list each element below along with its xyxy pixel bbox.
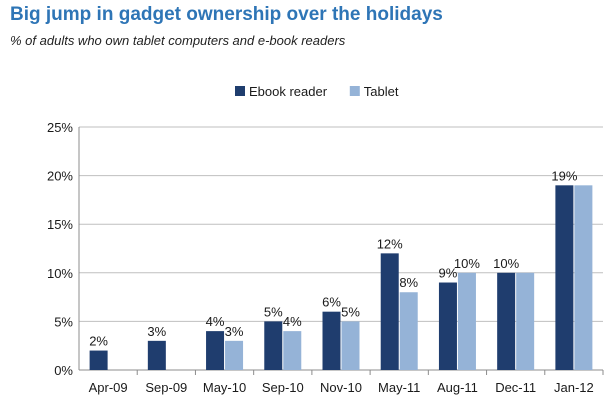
data-label: 19% [551,168,577,183]
bar-tablet [225,340,244,370]
x-tick-label: Dec-11 [495,380,536,395]
bar-ebook-reader [380,253,399,370]
data-label: 4% [283,314,302,329]
chart-title: Big jump in gadget ownership over the ho… [10,4,443,25]
data-label: 5% [264,304,283,319]
bar-ebook-reader [322,311,341,370]
bar-tablet [399,292,418,370]
bar-ebook-reader [497,272,516,370]
data-label: 6% [322,295,341,310]
x-tick-label: May-10 [203,380,246,395]
legend-swatch [349,86,360,96]
bar-ebook-reader [147,340,166,370]
data-label: 8% [399,275,418,290]
x-tick-label: Nov-10 [320,380,362,395]
y-tick-label: 15% [47,217,73,232]
chart-subtitle: % of adults who own tablet computers and… [10,33,346,48]
data-label: 10% [454,256,480,271]
bar-ebook-reader [555,185,574,370]
bar-tablet [457,272,476,370]
x-tick-label: Sep-10 [262,380,304,395]
data-label: 4% [206,314,225,329]
x-tick-label: Aug-11 [437,380,478,395]
legend-label: Tablet [364,84,399,99]
bar-ebook-reader [264,321,283,370]
legend-swatch [235,86,245,96]
x-tick-label: May-11 [378,380,420,395]
data-label: 3% [225,324,244,339]
bar-ebook-reader [89,350,108,370]
y-tick-label: 20% [47,169,73,184]
bar-tablet [283,331,302,370]
x-tick-label: Apr-09 [89,380,128,395]
bar-tablet [574,185,593,370]
bar-ebook-reader [438,282,457,370]
bar-ebook-reader [206,331,225,370]
y-tick-label: 5% [54,314,73,329]
y-tick-label: 25% [47,120,73,135]
data-label: 9% [439,266,458,281]
bar-tablet [516,272,535,370]
legend-label: Ebook reader [249,84,328,99]
data-label: 2% [89,334,108,349]
x-tick-label: Sep-09 [145,380,187,395]
x-tick-label: Jan-12 [554,380,594,395]
data-label: 3% [147,324,166,339]
data-label: 10% [493,256,519,271]
data-label: 12% [377,236,403,251]
bar-tablet [341,321,360,370]
data-label: 5% [341,304,360,319]
y-tick-label: 10% [47,266,73,281]
y-tick-label: 0% [54,363,73,378]
